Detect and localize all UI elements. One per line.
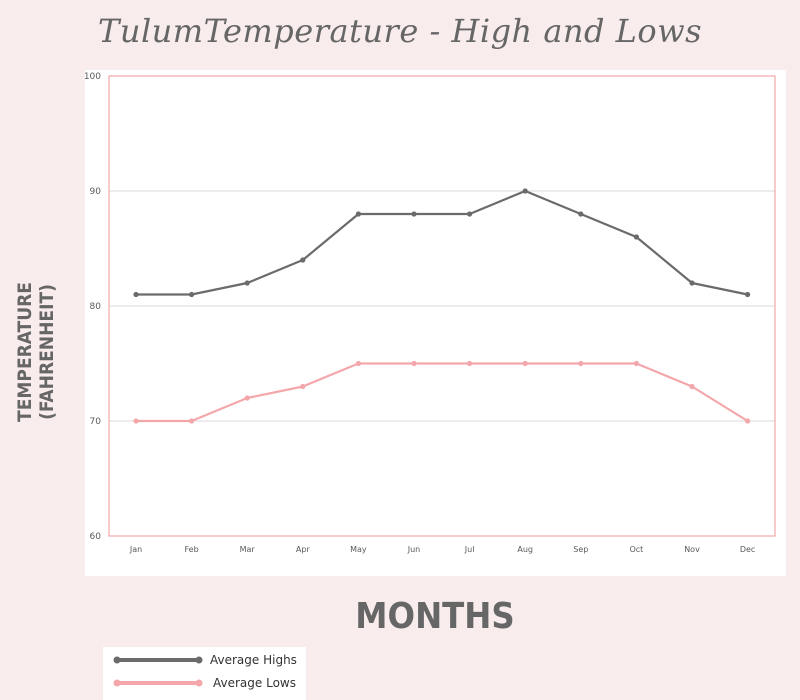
data-point-highs xyxy=(300,257,306,263)
plot-area-frame xyxy=(108,75,776,537)
data-point-lows xyxy=(467,360,473,367)
data-point-highs xyxy=(244,280,250,286)
legend-item-lows: Average Lows xyxy=(103,671,306,695)
data-point-lows xyxy=(689,383,695,390)
x-tick-label: Mar xyxy=(240,545,256,554)
data-point-lows xyxy=(244,395,250,401)
y-tick-label: 70 xyxy=(90,417,102,427)
y-tick-label: 100 xyxy=(85,72,101,82)
data-point-highs xyxy=(355,211,361,217)
x-tick-label: Nov xyxy=(684,545,700,554)
x-tick-label: Aug xyxy=(517,545,533,554)
data-point-lows xyxy=(189,418,195,424)
data-point-lows xyxy=(300,383,306,390)
series-line-highs xyxy=(134,189,749,296)
legend: Average Highs Average Lows xyxy=(103,647,306,700)
x-tick-label: Dec xyxy=(740,545,755,554)
y-tick-label: 80 xyxy=(90,302,102,312)
x-tick-label: Sep xyxy=(573,545,588,554)
y-tick-label: 90 xyxy=(90,187,102,197)
x-tick-label: May xyxy=(350,545,367,554)
y-axis-label-line-2: (FAHRENHEIT) xyxy=(36,284,58,420)
legend-swatch-lows xyxy=(113,679,203,687)
line-chart: 60 70 80 90 100 Jan Feb Mar Apr May Jun Jul Aug Sep Oc… xyxy=(85,72,776,554)
y-tick-label: 60 xyxy=(90,532,102,542)
data-point-lows xyxy=(355,360,361,367)
x-tick-label: Jun xyxy=(407,545,421,554)
y-axis-label-line-1: TEMPERATURE xyxy=(14,282,36,422)
y-axis-label: TEMPERATURE (FAHRENHEIT) xyxy=(14,282,58,422)
legend-label-lows: Average Lows xyxy=(213,676,296,690)
x-tick-label: Jul xyxy=(464,545,475,554)
legend-item-highs: Average Highs xyxy=(103,648,306,672)
data-point-highs xyxy=(522,188,528,194)
data-point-highs xyxy=(189,291,195,298)
x-tick-label: Apr xyxy=(296,545,311,554)
legend-swatch-highs xyxy=(113,656,203,664)
data-point-highs xyxy=(411,211,417,217)
data-point-highs xyxy=(745,291,751,298)
data-point-highs xyxy=(133,291,139,298)
chart-title: TulumTemperature - High and Lows xyxy=(97,12,702,50)
data-point-lows xyxy=(522,360,528,367)
series-line-lows xyxy=(134,362,749,423)
data-point-highs xyxy=(633,234,640,240)
data-point-lows xyxy=(633,360,640,367)
legend-label-highs: Average Highs xyxy=(210,653,297,667)
x-tick-label: Jan xyxy=(129,545,142,554)
data-point-highs xyxy=(578,211,584,217)
data-point-highs xyxy=(467,211,473,217)
data-point-lows xyxy=(411,360,417,367)
data-point-lows xyxy=(745,418,751,424)
data-point-highs xyxy=(689,280,695,286)
data-point-lows xyxy=(133,418,139,424)
data-point-lows xyxy=(578,360,584,367)
x-tick-label: Feb xyxy=(185,545,199,554)
x-tick-label: Oct xyxy=(629,545,643,554)
x-axis-label: MONTHS xyxy=(355,596,515,637)
chart-panel: 60 70 80 90 100 Jan Feb Mar Apr May Jun Jul Aug Sep Oc… xyxy=(85,70,786,576)
